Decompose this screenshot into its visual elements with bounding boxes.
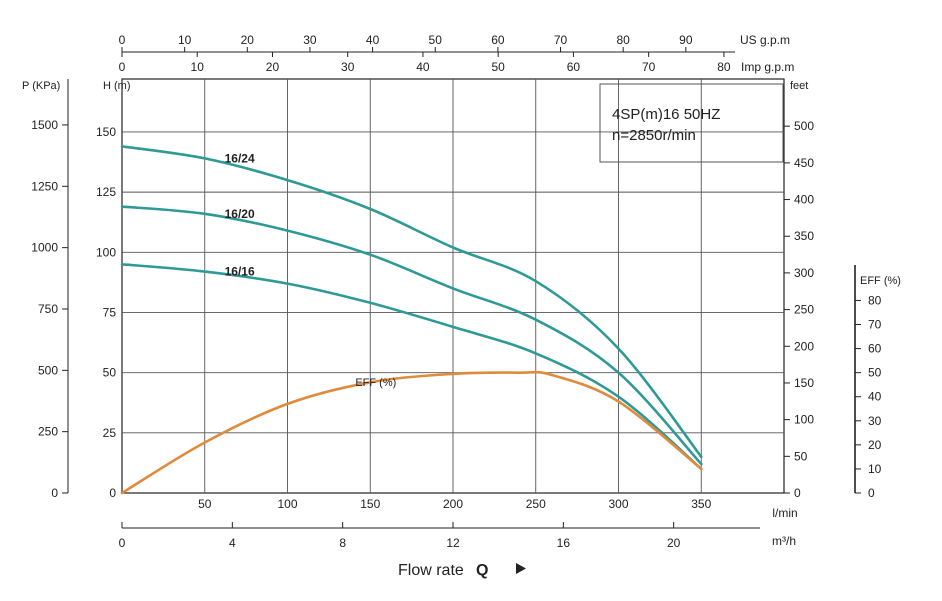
x-tick-label: 300 [608,497,628,511]
us-gpm-tick-label: 50 [429,33,443,47]
eff-curve-label: EFF (%) [355,377,396,389]
curve-16-24 [120,145,703,459]
feet-tick-label: 50 [794,449,808,463]
m3h-tick-label: 12 [446,536,460,550]
curve-label-16-16: 16/16 [225,265,255,279]
imp-gpm-axis-unit: Imp g.p.m [741,60,794,74]
us-gpm-tick-label: 90 [679,33,693,47]
us-gpm-tick-label: 70 [554,33,568,47]
eff-tick-label: 60 [868,342,882,356]
us-gpm-tick-label: 30 [303,33,317,47]
m3h-tick-label: 4 [229,536,236,550]
x-tick-label: 100 [277,497,297,511]
kpa-tick-label: 0 [51,486,58,500]
feet-axis-title: feet [790,80,808,92]
us-gpm-tick-label: 10 [178,33,192,47]
head-tick-label: 150 [96,125,116,139]
us-gpm-tick-label: 20 [241,33,255,47]
imp-gpm-tick-label: 40 [416,60,430,74]
kpa-tick-label: 750 [38,302,58,316]
feet-tick-label: 350 [794,229,814,243]
info-speed: n=2850r/min [612,127,696,144]
curve-label-16-24: 16/24 [225,151,255,165]
kpa-axis-title: P (KPa) [22,80,60,92]
head-tick-label: 125 [96,185,116,199]
feet-tick-label: 450 [794,156,814,170]
feet-tick-label: 500 [794,119,814,133]
x-tick-label: 50 [198,497,212,511]
x-axis-unit: l/min [772,506,797,520]
info-model: 4SP(m)16 50HZ [612,106,720,123]
kpa-tick-label: 500 [38,363,58,377]
m3h-tick-label: 16 [557,536,571,550]
flow-title: Flow rate [398,562,464,579]
head-tick-label: 50 [103,366,117,380]
curve-16-20 [120,205,703,466]
feet-tick-label: 150 [794,376,814,390]
x-tick-label: 250 [526,497,546,511]
eff-tick-label: 30 [868,414,882,428]
us-gpm-axis-unit: US g.p.m [740,33,790,47]
x-tick-label: 350 [691,497,711,511]
flow-symbol: Q [476,562,488,579]
imp-gpm-tick-label: 50 [492,60,506,74]
imp-gpm-tick-label: 70 [642,60,656,74]
imp-gpm-tick-label: 60 [567,60,581,74]
imp-gpm-tick-label: 10 [191,60,205,74]
m3h-axis-unit: m³/h [772,534,796,548]
head-axis-title: H (m) [103,80,131,92]
info-box [599,83,784,163]
curve-eff [120,370,703,495]
imp-gpm-tick-label: 20 [266,60,280,74]
head-tick-label: 0 [109,486,116,500]
eff-tick-label: 80 [868,293,882,307]
curve-16-16 [120,263,703,471]
flow-arrow-icon [516,563,526,574]
feet-tick-label: 250 [794,303,814,317]
kpa-tick-label: 1000 [31,241,58,255]
feet-tick-label: 100 [794,413,814,427]
kpa-tick-label: 250 [38,425,58,439]
eff-tick-label: 10 [868,462,882,476]
m3h-tick-label: 8 [339,536,346,550]
eff-tick-label: 20 [868,438,882,452]
imp-gpm-tick-label: 80 [717,60,731,74]
head-tick-label: 100 [96,245,116,259]
imp-gpm-tick-label: 30 [341,60,355,74]
us-gpm-tick-label: 60 [491,33,505,47]
imp-gpm-tick-label: 0 [119,60,126,74]
kpa-tick-label: 1500 [31,118,58,132]
feet-tick-label: 0 [794,486,801,500]
m3h-tick-label: 0 [119,536,126,550]
m3h-tick-label: 20 [667,536,681,550]
head-tick-label: 75 [103,305,117,319]
x-tick-label: 150 [360,497,380,511]
eff-tick-label: 0 [868,486,875,500]
kpa-tick-label: 1250 [31,179,58,193]
feet-tick-label: 400 [794,193,814,207]
us-gpm-tick-label: 80 [617,33,631,47]
eff-tick-label: 50 [868,366,882,380]
eff-tick-label: 70 [868,318,882,332]
feet-tick-label: 200 [794,339,814,353]
eff-tick-label: 40 [868,390,882,404]
x-tick-label: 200 [443,497,463,511]
eff-axis-title: EFF (%) [860,275,901,287]
curve-label-16-20: 16/20 [225,207,255,221]
us-gpm-tick-label: 40 [366,33,380,47]
feet-tick-label: 300 [794,266,814,280]
us-gpm-tick-label: 0 [119,33,126,47]
head-tick-label: 25 [103,426,117,440]
